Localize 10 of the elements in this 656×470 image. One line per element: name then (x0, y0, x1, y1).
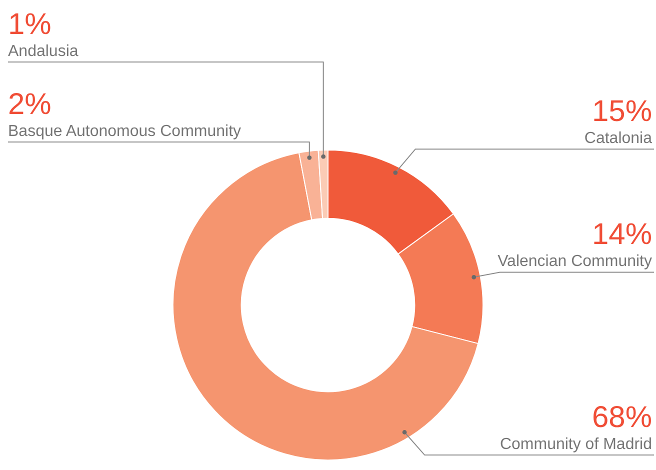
data-label: 68% (592, 400, 652, 434)
slice-label: Valencian Community (498, 253, 652, 270)
slice-label: Basque Autonomous Community (8, 123, 242, 140)
slice-label: Community of Madrid (500, 436, 652, 453)
data-label: 1% (8, 8, 52, 41)
data-label: 15% (592, 95, 652, 128)
slice-label: Catalonia (584, 130, 652, 148)
slice-label: Andalusia (8, 43, 78, 60)
data-label: 14% (592, 218, 652, 252)
data-label: 2% (8, 88, 52, 121)
